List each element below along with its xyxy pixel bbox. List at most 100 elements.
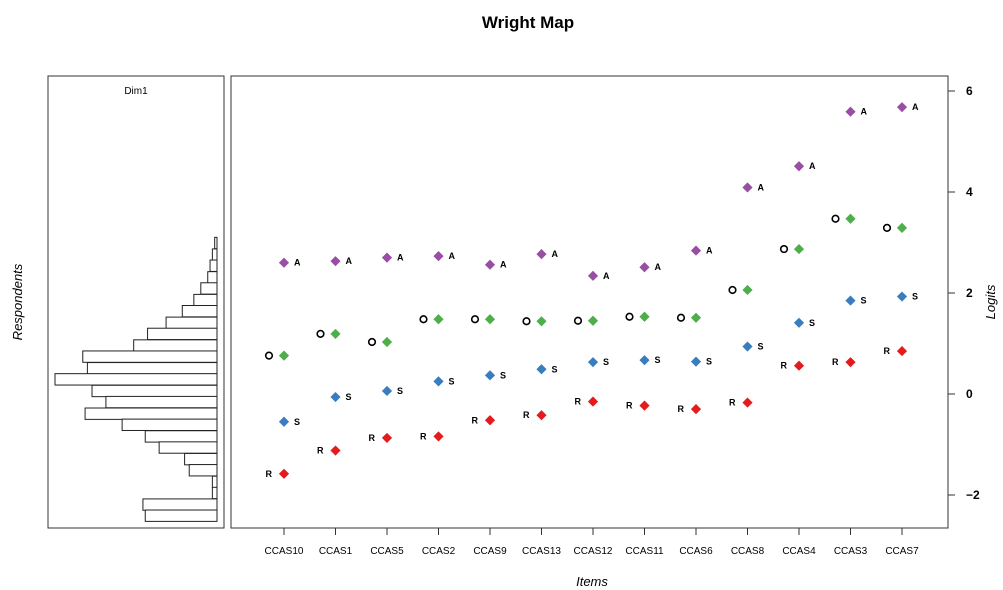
point-r-ccas13 [536,410,547,421]
point-label-o [676,313,686,322]
x-tick-label: CCAS5 [370,546,404,557]
histogram-bar [91,384,218,398]
point-label-r: R [781,361,788,371]
point-label-o [419,315,428,324]
point-label-o [470,315,480,324]
histogram-bar [54,373,218,386]
point-label-r: R [729,398,736,408]
x-tick-label: CCAS9 [473,546,507,557]
histogram-bar [207,271,218,284]
point-label-r: R [317,446,324,456]
y-axis-title: Logits [983,284,998,319]
point-label-a: A [706,246,713,256]
point-o-ccas1 [330,328,341,339]
point-label-a: A [449,251,456,261]
point-label-a: A [912,102,919,112]
point-r-ccas8 [742,397,753,408]
point-a-ccas4 [793,161,805,172]
y-tick-label: 2 [966,286,973,300]
histogram-bar [165,316,218,329]
point-label-a: A [861,107,868,117]
point-r-ccas5 [381,432,393,444]
x-tick-label: CCAS11 [625,546,664,557]
x-tick-label: CCAS8 [731,546,765,557]
histogram-bar [147,327,218,341]
x-tick-label: CCAS2 [422,546,456,557]
histogram-bar [209,259,218,272]
point-a-ccas7 [896,102,908,113]
point-label-o [573,316,583,325]
point-o-ccas4 [793,243,805,255]
point-r-ccas4 [793,360,805,371]
point-label-r: R [626,401,633,411]
point-label-r: R [832,357,839,367]
point-label-s: S [912,292,918,302]
point-s-ccas4 [793,317,805,328]
point-label-a: A [397,253,404,263]
point-label-s: S [758,342,764,352]
point-label-s: S [346,392,352,402]
left-axis-title: Respondents [10,263,25,340]
point-r-ccas7 [896,345,908,357]
histogram-bar [188,464,218,477]
point-label-o [779,244,789,254]
point-s-ccas3 [845,295,856,306]
histogram-bar [84,407,218,420]
point-label-r: R [575,397,582,407]
x-axis-title: Items [576,574,608,589]
point-a-ccas3 [845,106,856,117]
histogram-bar [158,441,218,454]
point-o-ccas8 [742,284,753,296]
point-label-o [522,317,531,326]
x-tick-label: CCAS12 [574,546,613,557]
x-axis: CCAS10 CCAS1 CCAS5 CCAS2 CCAS9 CCAS13 CCAS12 CC… [265,528,919,557]
point-s-ccas12 [587,357,599,368]
point-label-s: S [655,355,661,365]
point-o-ccas6 [690,312,702,323]
point-r-ccas3 [845,357,856,368]
point-label-a: A [809,161,816,171]
point-label-a: A [294,258,301,268]
point-s-ccas6 [690,356,702,367]
point-o-ccas13 [536,316,547,327]
histogram-bar [82,350,218,363]
point-o-ccas3 [845,213,856,224]
y-tick-label: 4 [966,185,973,199]
point-s-ccas11 [639,355,650,366]
histogram-bar [211,475,218,489]
point-label-s: S [397,386,403,396]
point-s-ccas2 [433,376,444,387]
y-tick-label: −2 [966,488,980,502]
x-tick-label: CCAS1 [319,546,353,557]
point-label-s: S [552,364,558,374]
point-label-r: R [369,433,376,443]
point-label-s: S [706,357,712,367]
point-label-a: A [655,262,662,272]
histogram-bar [211,248,218,261]
point-label-o [367,337,377,347]
point-label-s: S [449,376,455,386]
histogram-bar [211,486,218,500]
point-label-a: A [552,249,559,259]
histogram-bar [133,339,218,352]
point-label-o [625,312,634,321]
point-label-r: R [678,404,685,414]
respondents-panel-frame [47,75,225,529]
panel-label: Dim1 [124,86,148,97]
point-o-ccas10 [278,350,290,361]
x-tick-label: CCAS4 [782,546,816,557]
point-label-r: R [523,410,530,420]
items-panel-frame [230,75,949,529]
point-o-ccas7 [896,222,908,233]
x-tick-label: CCAS10 [265,546,304,557]
point-r-ccas9 [484,415,496,426]
respondents-histogram [54,236,218,522]
point-r-ccas11 [639,400,650,411]
histogram-bar [86,362,218,375]
point-a-ccas13 [536,249,547,260]
x-tick-label: CCAS13 [522,546,561,557]
point-o-ccas11 [639,311,650,322]
point-label-r: R [266,469,273,479]
point-label-o [882,223,892,232]
